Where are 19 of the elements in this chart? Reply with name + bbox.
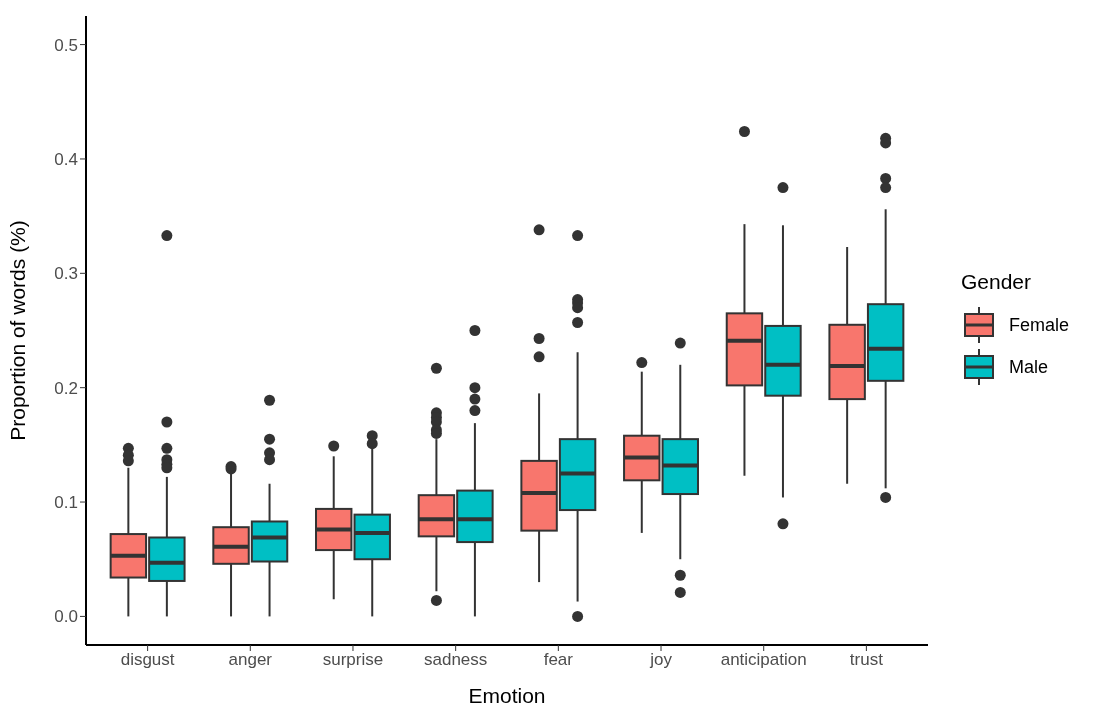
x-tick-label: joy bbox=[649, 650, 673, 670]
y-tick-label: 0.0 bbox=[54, 607, 78, 627]
legend-title: Gender bbox=[961, 270, 1033, 294]
x-tick-label: fear bbox=[543, 650, 574, 670]
x-tick-label: anger bbox=[228, 650, 273, 670]
x-tick-label: trust bbox=[849, 650, 884, 670]
y-tick-label: 0.2 bbox=[54, 378, 78, 398]
y-tick-label: 0.5 bbox=[54, 35, 78, 55]
legend-label: Male bbox=[1009, 356, 1049, 378]
y-tick-label: 0.4 bbox=[54, 149, 78, 169]
y-tick-label: 0.1 bbox=[54, 493, 78, 513]
x-tick-label: surprise bbox=[322, 650, 384, 670]
y-tick-label: 0.3 bbox=[54, 264, 78, 284]
y-axis-title: Proportion of words (%) bbox=[6, 220, 30, 441]
legend-label: Female bbox=[1009, 314, 1070, 336]
x-tick-label: disgust bbox=[120, 650, 175, 670]
x-tick-label: sadness bbox=[423, 650, 488, 670]
x-axis-title: Emotion bbox=[468, 684, 546, 707]
x-tick-label: anticipation bbox=[720, 650, 807, 670]
